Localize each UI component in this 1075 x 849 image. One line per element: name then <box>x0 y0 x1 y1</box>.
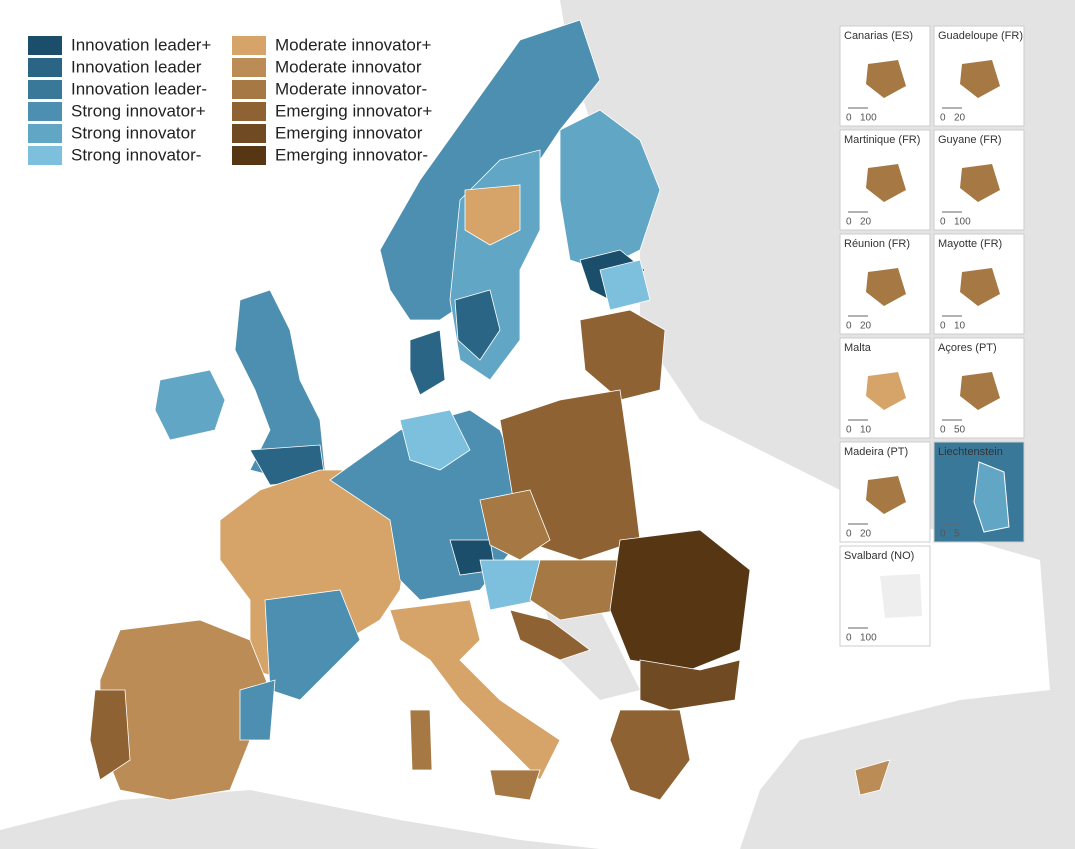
scale-label: 0 <box>940 529 946 540</box>
legend-label: Innovation leader <box>71 57 202 76</box>
italy <box>389 599 561 781</box>
inset-shape <box>866 476 906 514</box>
inset-title: Malta <box>844 342 872 354</box>
legend-label: Innovation leader+ <box>71 35 211 54</box>
legend-swatch <box>232 102 266 121</box>
inset-shape <box>866 60 906 98</box>
inset-shape <box>973 461 1010 533</box>
scale-label: 0 <box>940 425 946 436</box>
legend-label: Emerging innovator <box>275 123 423 142</box>
legend-label: Moderate innovator <box>275 57 422 76</box>
scale-label: 0 <box>846 529 852 540</box>
inset-title: Martinique (FR) <box>844 134 920 146</box>
inset-shape <box>866 268 906 306</box>
inset-shape <box>866 372 906 410</box>
ireland <box>154 369 226 441</box>
inset-title: Madeira (PT) <box>844 446 908 458</box>
inset-shape <box>960 372 1000 410</box>
scale-label: 0 <box>940 113 946 124</box>
scale-label: 100 <box>860 113 877 124</box>
scale-label: 100 <box>860 633 877 644</box>
legend: Innovation leader+ Innovation leader Innov… <box>28 35 432 165</box>
legend-swatch <box>232 80 266 99</box>
austria <box>479 559 541 611</box>
scale-label: 50 <box>954 425 966 436</box>
legend-label: Moderate innovator+ <box>275 35 431 54</box>
legend-label: Emerging innovator- <box>275 145 428 164</box>
legend-swatch <box>28 36 62 55</box>
regions <box>89 19 891 801</box>
inset-shape <box>880 574 922 618</box>
scale-label: 0 <box>846 425 852 436</box>
baltics <box>579 309 666 401</box>
inset-title: Guadeloupe (FR) <box>938 30 1023 42</box>
estonia <box>599 259 651 311</box>
portugal <box>89 689 131 781</box>
legend-label: Moderate innovator- <box>275 79 427 98</box>
legend-label: Strong innovator- <box>71 145 201 164</box>
scale-label: 10 <box>954 321 966 332</box>
legend-swatch <box>232 36 266 55</box>
scale-label: 20 <box>954 113 966 124</box>
scale-label: 20 <box>860 217 872 228</box>
inset-title: Liechtenstein <box>938 446 1003 458</box>
cyprus <box>854 759 891 796</box>
bulgaria <box>639 659 741 711</box>
inset-title: Açores (PT) <box>938 342 997 354</box>
inset-title: Mayotte (FR) <box>938 238 1002 250</box>
inset-title: Réunion (FR) <box>844 238 910 250</box>
inset-shape <box>960 60 1000 98</box>
inset-shape <box>960 268 1000 306</box>
hungary <box>529 559 621 621</box>
norrland <box>464 184 521 246</box>
legend-swatch <box>28 58 62 77</box>
scale-label: 10 <box>860 425 872 436</box>
croatia <box>509 609 591 661</box>
germany-north <box>399 409 471 471</box>
sicily <box>489 769 541 801</box>
stockholm-west <box>454 289 501 361</box>
legend-swatch <box>28 124 62 143</box>
scale-label: 0 <box>846 113 852 124</box>
africa-land <box>0 790 600 849</box>
scale-label: 0 <box>940 321 946 332</box>
scale-label: 0 <box>846 321 852 332</box>
legend-label: Strong innovator+ <box>71 101 206 120</box>
catalonia-valencia <box>239 679 276 741</box>
inset-title: Canarias (ES) <box>844 30 913 42</box>
inset-shape <box>866 164 906 202</box>
scale-label: 0 <box>846 217 852 228</box>
legend-swatch <box>232 58 266 77</box>
legend-swatch <box>232 146 266 165</box>
scale-label: 5 <box>954 529 960 540</box>
france-south <box>264 589 361 701</box>
czechia <box>479 489 551 561</box>
legend-swatch <box>232 124 266 143</box>
inset-title: Guyane (FR) <box>938 134 1002 146</box>
legend-label: Emerging innovator+ <box>275 101 432 120</box>
legend-label: Innovation leader- <box>71 79 207 98</box>
scale-label: 20 <box>860 321 872 332</box>
inset-title: Svalbard (NO) <box>844 550 914 562</box>
inset-box <box>839 441 931 543</box>
legend-label: Strong innovator <box>71 123 196 142</box>
legend-swatch <box>28 80 62 99</box>
greece <box>609 709 691 801</box>
inset-shape <box>960 164 1000 202</box>
denmark <box>409 329 446 396</box>
sardinia <box>409 709 433 771</box>
finland <box>559 109 661 271</box>
scale-label: 100 <box>954 217 971 228</box>
romania <box>609 529 751 671</box>
legend-swatch <box>28 102 62 121</box>
scale-label: 0 <box>846 633 852 644</box>
scale-label: 0 <box>940 217 946 228</box>
legend-swatch <box>28 146 62 165</box>
scale-label: 20 <box>860 529 872 540</box>
